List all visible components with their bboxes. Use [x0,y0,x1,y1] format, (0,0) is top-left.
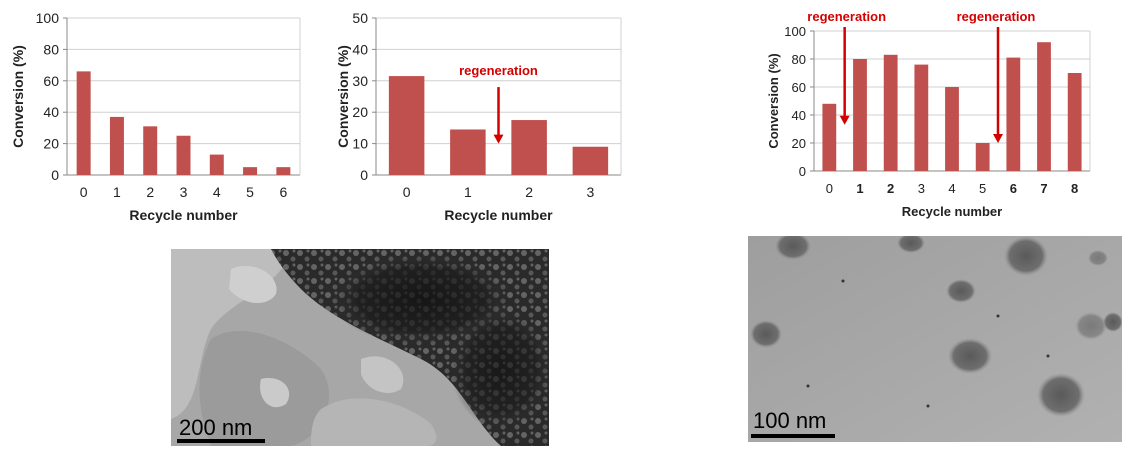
bar [243,167,258,175]
chart-2-svg: 0 10 20 30 40 50 0 1 2 3 Recycle number Conversion … [335,10,622,223]
scale-bar-label-right: 100 nm [753,408,827,433]
bar [914,64,929,171]
scale-bar-left [177,439,265,443]
y-tick-label: 10 [352,136,368,152]
x-tick-label: 1 [113,184,121,200]
y-tick-label: 60 [43,73,59,89]
chart-2: 0 10 20 30 40 50 0 1 2 3 Recycle number Conversion … [330,5,630,235]
x-tick-label: 0 [403,184,411,200]
y-tick-label: 20 [792,136,806,151]
tem-image-left: 200 nm [171,249,549,446]
bar [1037,42,1051,172]
y-axis-label: Conversion (%) [10,45,26,148]
x-tick-label: 6 [1010,181,1017,196]
x-tick-label: 5 [979,181,986,196]
bar [276,167,291,175]
x-tick-label: 5 [246,184,254,200]
bar [450,129,486,175]
tem-right-texture [748,236,1122,442]
y-tick-label: 20 [43,136,59,152]
y-tick-label: 60 [792,80,806,95]
y-tick-label: 40 [43,104,59,120]
scale-bar-label-left: 200 nm [179,415,253,440]
bar [143,126,158,175]
x-tick-label: 2 [525,184,533,200]
bar [853,59,867,171]
y-tick-label: 40 [792,108,806,123]
chart-3: 0 20 40 60 80 100 0 1 2 3 4 5 6 7 8 Recycle number Conve… [758,5,1098,220]
annotation-arrow-head [993,134,1003,143]
bar [822,103,837,171]
tem-left-texture [171,249,549,446]
x-tick-label: 1 [856,181,863,196]
chart-1-svg: 0 20 40 60 80 100 0 1 2 3 4 5 6 Recycle number Convers… [10,10,301,223]
y-axis-label: Conversion (%) [766,53,781,148]
bar [388,76,425,175]
annotation-label: regeneration [459,63,538,78]
y-tick-label: 0 [799,164,806,179]
annotation-arrow-head [493,134,504,144]
y-tick-label: 80 [43,41,59,57]
bar [209,154,224,175]
x-tick-label: 1 [464,184,472,200]
x-tick-label: 6 [279,184,287,200]
tem-image-right: 100 nm [748,236,1122,442]
y-tick-label: 30 [352,73,368,89]
bar [975,143,990,171]
bar [883,54,898,171]
y-tick-label: 0 [360,167,368,183]
y-tick-label: 40 [352,41,368,57]
x-tick-label: 7 [1040,181,1047,196]
y-tick-label: 80 [792,52,806,67]
annotation-arrow-head [839,115,850,125]
bar [1067,73,1082,171]
bar [176,135,191,175]
bar [511,120,547,175]
chart-3-svg: 0 20 40 60 80 100 0 1 2 3 4 5 6 7 8 Recycle number Conve… [766,9,1091,219]
x-tick-label: 8 [1071,181,1078,196]
annotation-label: regeneration [807,9,886,24]
y-tick-label: 50 [352,10,368,26]
x-tick-label: 0 [80,184,88,200]
y-tick-label: 100 [784,24,806,39]
x-tick-label: 3 [918,181,925,196]
y-tick-label: 0 [51,167,59,183]
bar [76,71,91,175]
x-tick-label: 0 [826,181,833,196]
x-tick-label: 2 [146,184,154,200]
x-tick-label: 4 [213,184,221,200]
x-tick-label: 3 [586,184,594,200]
y-axis-label: Conversion (%) [335,45,351,148]
scale-bar-right [751,434,835,438]
x-axis-label: Recycle number [902,204,1002,219]
bar [1006,57,1021,171]
bar [109,116,124,175]
x-tick-label: 3 [180,184,188,200]
chart-1: 0 20 40 60 80 100 0 1 2 3 4 5 6 Recycle number Convers… [5,5,310,235]
x-axis-label: Recycle number [129,207,238,223]
annotation-label: regeneration [957,9,1036,24]
bar [572,146,609,175]
x-axis-label: Recycle number [444,207,553,223]
x-tick-label: 4 [948,181,955,196]
bar [945,87,959,171]
x-tick-label: 2 [887,181,894,196]
y-tick-label: 100 [36,10,60,26]
y-tick-label: 20 [352,104,368,120]
